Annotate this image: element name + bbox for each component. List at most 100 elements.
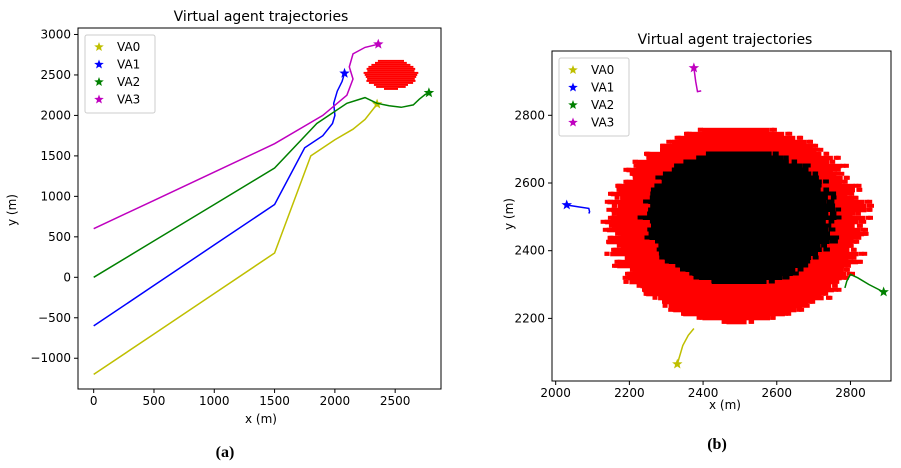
panel-b-obstacle-edge bbox=[683, 159, 689, 164]
panel-a-axes-frame bbox=[77, 27, 442, 390]
panel-b-legend-marker-va2 bbox=[568, 100, 578, 109]
panel-b-obstacle-edge bbox=[851, 239, 857, 244]
panel-b-obstacle-edge bbox=[616, 243, 622, 248]
panel-b-obstacle-edge bbox=[674, 135, 680, 140]
panel-b-ylabel: y (m) bbox=[502, 198, 516, 230]
panel-b-obstacle-edge bbox=[613, 247, 619, 252]
panel-b-obstacle-edge bbox=[653, 187, 659, 192]
panel-b-obstacle-edge bbox=[818, 147, 824, 152]
panel-a-ytick-label: −1000 bbox=[30, 351, 71, 365]
panel-b-obstacle-edge bbox=[786, 311, 792, 316]
panel-b-obstacle-edge bbox=[803, 167, 809, 172]
panel-b-obstacle-edge bbox=[823, 247, 829, 252]
panel-a-ytick-label: 0 bbox=[63, 270, 71, 284]
panel-a-xtick-label: 2500 bbox=[380, 394, 411, 408]
panel-b-legend-marker-va3 bbox=[568, 117, 578, 127]
panel-b-obstacle-edge bbox=[713, 279, 719, 284]
panel-b-xtick-label: 2200 bbox=[614, 386, 645, 400]
panel-b-obstacle-strip bbox=[712, 279, 767, 284]
panel-b-obstacle-edge bbox=[824, 231, 830, 236]
panel-b-obstacle-edge bbox=[657, 239, 663, 244]
panel-b-obstacle-edge bbox=[866, 203, 872, 208]
panel-a-title: Virtual agent trajectories bbox=[174, 9, 349, 25]
panel-b-obstacle-edge bbox=[862, 251, 868, 256]
panel-a-xlabel: x (m) bbox=[245, 412, 277, 426]
panel-a-ytick-label: 2500 bbox=[40, 68, 71, 82]
panel-b-obstacle-strip bbox=[673, 307, 797, 313]
panel-b-obstacle-edge bbox=[626, 271, 632, 276]
panel-b-obstacle-edge bbox=[835, 207, 841, 212]
panel-b-obstacle-edge bbox=[650, 191, 656, 196]
panel-b-obstacle-edge bbox=[813, 175, 819, 180]
panel-a-series-va1-endpoint bbox=[339, 67, 350, 78]
panel-b-ytick-label: 2600 bbox=[514, 176, 545, 190]
panel-b-obstacle-strip bbox=[662, 299, 809, 305]
panel-b-obstacle-edge bbox=[624, 255, 630, 260]
panel-b-obstacle-edge bbox=[842, 263, 848, 268]
panel-b-obstacle-edge bbox=[611, 211, 617, 216]
panel-b-obstacle-edge bbox=[674, 163, 680, 168]
panel-b-obstacle-edge bbox=[791, 159, 797, 164]
panel-b-obstacle-strip bbox=[660, 143, 813, 149]
panel-b-obstacle-edge bbox=[783, 155, 789, 160]
panel-b-obstacle-edge bbox=[856, 183, 862, 188]
panel-a-obstacle-strip bbox=[384, 87, 398, 90]
panel-b-obstacle-edge bbox=[612, 263, 617, 268]
panel-b-obstacle-edge bbox=[811, 143, 817, 148]
panel-b-obstacle-edge bbox=[861, 219, 867, 224]
panel-b-obstacle-strip bbox=[653, 223, 827, 228]
panel-b-obstacle-strip bbox=[648, 211, 829, 216]
panel-b-obstacle-edge bbox=[823, 291, 829, 296]
panel-b-obstacle-edge bbox=[832, 283, 838, 288]
panel-b-series-va3-line bbox=[693, 67, 702, 93]
panel-b-obstacle-edge bbox=[705, 151, 711, 156]
panel-a: Virtual agent trajectories x (m) y (m) (… bbox=[5, 9, 442, 461]
panel-b-obstacle-edge bbox=[681, 311, 686, 316]
panel-a-series-va3-line bbox=[93, 43, 379, 230]
panel-b-obstacle-edge bbox=[797, 267, 803, 272]
panel-b-obstacle-strip bbox=[685, 267, 796, 272]
panel-b-obstacle-edge bbox=[834, 171, 840, 176]
panel-b-obstacle-edge bbox=[612, 223, 618, 228]
panel-b-obstacle-edge bbox=[769, 127, 775, 132]
panel-b-obstacle-edge bbox=[604, 199, 610, 204]
panel-b-obstacle-edge bbox=[860, 227, 866, 232]
panel-b-obstacle-edge bbox=[648, 207, 654, 212]
panel-b-obstacle-edge bbox=[853, 183, 859, 188]
panel-b-obstacle-edge bbox=[644, 151, 649, 156]
panel-b-obstacle-edge bbox=[689, 271, 695, 276]
panel-b-obstacle-edge bbox=[654, 191, 660, 196]
panel-b-obstacle-edge bbox=[802, 163, 808, 168]
panel-a-obstacle-strip bbox=[371, 63, 411, 66]
panel-b-obstacle-edge bbox=[636, 283, 642, 288]
panel-b-obstacle-edge bbox=[851, 247, 857, 252]
panel-b-obstacle-edge bbox=[608, 239, 614, 244]
panel-b-xtick-label: 2600 bbox=[761, 386, 792, 400]
panel-b-obstacle-strip bbox=[660, 147, 817, 153]
panel-b-obstacle-edge bbox=[623, 279, 629, 284]
panel-b-obstacle-edge bbox=[617, 183, 622, 188]
panel-b-obstacle-edge bbox=[858, 219, 864, 224]
panel-b-obstacle-strip bbox=[702, 127, 770, 133]
panel-b-ytick-label: 2800 bbox=[514, 108, 545, 122]
panel-a-ylabel: y (m) bbox=[5, 194, 19, 226]
panel-b-obstacle-edge bbox=[771, 127, 777, 132]
panel-b-obstacle-edge bbox=[650, 231, 656, 236]
panel-b-obstacle-strip bbox=[664, 255, 812, 260]
panel-b-obstacle-edge bbox=[826, 203, 832, 208]
panel-b-obstacle-edge bbox=[662, 303, 668, 308]
panel-b-obstacle-strip bbox=[646, 291, 822, 297]
panel-b-obstacle-edge bbox=[606, 227, 612, 232]
panel-b-obstacle-strip bbox=[649, 235, 833, 240]
panel-b-obstacle-edge bbox=[832, 239, 838, 244]
panel-b-obstacle-edge bbox=[830, 211, 835, 216]
panel-b-obstacle-edge bbox=[660, 147, 666, 152]
panel-b-obstacle-edge bbox=[649, 195, 655, 200]
panel-b-obstacle-edge bbox=[839, 171, 845, 176]
panel-b-obstacle-edge bbox=[816, 183, 821, 188]
panel-b-obstacle-edge bbox=[829, 239, 835, 244]
panel-b-obstacle-edge bbox=[852, 195, 858, 200]
panel-b-obstacle-edge bbox=[614, 259, 620, 264]
panel-b: Virtual agent trajectories x (m) y (m) (… bbox=[502, 32, 892, 453]
panel-b-obstacle-edge bbox=[843, 163, 849, 168]
